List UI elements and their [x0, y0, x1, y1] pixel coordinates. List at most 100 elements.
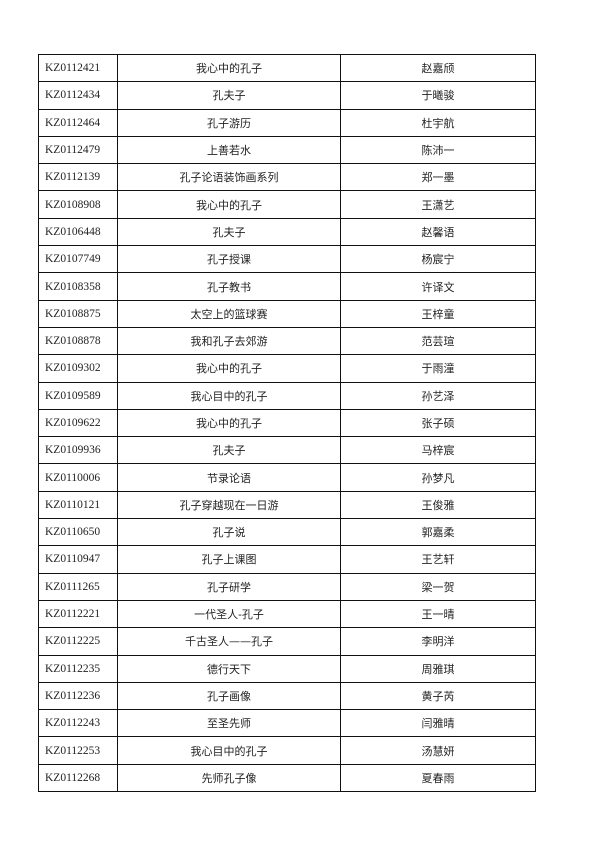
entry-id-cell: KZ0112236 — [38, 681, 118, 711]
entry-id-cell: KZ0110006 — [38, 463, 118, 492]
entry-id-cell: KZ0110947 — [38, 545, 118, 574]
author-name-cell: 孙艺泽 — [340, 381, 536, 410]
entry-id-cell: KZ0112421 — [38, 53, 118, 83]
author-name-cell: 马梓宸 — [340, 436, 536, 465]
table-row: KZ0112235 德行天下 周雅琪 — [38, 654, 536, 683]
artwork-title-cell: 我心中的孔子 — [117, 190, 341, 219]
artwork-title-cell: 孔子画像 — [117, 681, 341, 711]
entry-id-cell: KZ0109622 — [38, 408, 118, 438]
author-name-cell: 王潇艺 — [340, 190, 536, 219]
author-name-cell: 郑一墨 — [340, 163, 536, 192]
entry-id-cell: KZ0112464 — [38, 108, 118, 137]
table-row: KZ0112434 孔夫子 于曦骏 — [38, 81, 536, 110]
entry-id-cell: KZ0112235 — [38, 654, 118, 683]
entry-id-cell: KZ0112225 — [38, 627, 118, 656]
author-name-cell: 梁一贺 — [340, 572, 536, 601]
table-row: KZ0108358 孔子教书 许译文 — [38, 272, 536, 301]
table-row: KZ0109589 我心目中的孔子 孙艺泽 — [38, 381, 536, 410]
artwork-title-cell: 孔子授课 — [117, 245, 341, 274]
artwork-title-cell: 我心目中的孔子 — [117, 381, 341, 410]
artwork-title-cell: 千古圣人——孔子 — [117, 627, 341, 656]
author-name-cell: 郭嘉柔 — [340, 518, 536, 547]
author-name-cell: 王一晴 — [340, 599, 536, 629]
table-row: KZ0110006 节录论语 孙梦凡 — [38, 463, 536, 492]
table-row: KZ0112421 我心中的孔子 赵嘉颀 — [38, 53, 536, 83]
author-name-cell: 陈沛一 — [340, 135, 536, 165]
table-row: KZ0107749 孔子授课 杨宸宁 — [38, 245, 536, 274]
table-row: KZ0112221 一代圣人-孔子 王一晴 — [38, 599, 536, 629]
entry-id-cell: KZ0110121 — [38, 490, 118, 520]
author-name-cell: 孙梦凡 — [340, 463, 536, 492]
author-name-cell: 王俊雅 — [340, 490, 536, 520]
artwork-title-cell: 一代圣人-孔子 — [117, 599, 341, 629]
author-name-cell: 范芸瑄 — [340, 326, 536, 356]
entry-id-cell: KZ0109936 — [38, 436, 118, 465]
table-row: KZ0108875 太空上的篮球赛 王梓童 — [38, 299, 536, 328]
artwork-title-cell: 孔夫子 — [117, 81, 341, 110]
entry-id-cell: KZ0106448 — [38, 217, 118, 247]
author-name-cell: 赵馨语 — [340, 217, 536, 247]
entry-id-cell: KZ0112139 — [38, 163, 118, 192]
author-name-cell: 夏春雨 — [340, 763, 536, 793]
artwork-title-cell: 孔子说 — [117, 518, 341, 547]
author-name-cell: 周雅琪 — [340, 654, 536, 683]
table-row: KZ0110650 孔子说 郭嘉柔 — [38, 518, 536, 547]
table-row: KZ0110121 孔子穿越现在一日游 王俊雅 — [38, 490, 536, 520]
author-name-cell: 杨宸宁 — [340, 245, 536, 274]
artwork-title-cell: 孔子研学 — [117, 572, 341, 601]
author-name-cell: 王艺轩 — [340, 545, 536, 574]
author-name-cell: 汤慧妍 — [340, 736, 536, 765]
artwork-title-cell: 我心中的孔子 — [117, 408, 341, 438]
table-row: KZ0111265 孔子研学 梁一贺 — [38, 572, 536, 601]
table-body: KZ0112421 我心中的孔子 赵嘉颀 KZ0112434 孔夫子 于曦骏 KZ01124… — [38, 53, 536, 793]
table-row: KZ0110947 孔子上课图 王艺轩 — [38, 545, 536, 574]
author-name-cell: 王梓童 — [340, 299, 536, 328]
table-row: KZ0112479 上善若水 陈沛一 — [38, 135, 536, 165]
entry-id-cell: KZ0108908 — [38, 190, 118, 219]
author-name-cell: 赵嘉颀 — [340, 53, 536, 83]
author-name-cell: 杜宇航 — [340, 108, 536, 137]
entry-id-cell: KZ0112479 — [38, 135, 118, 165]
table-row: KZ0112253 我心目中的孔子 汤慧妍 — [38, 736, 536, 765]
author-name-cell: 黄子芮 — [340, 681, 536, 711]
entry-id-cell: KZ0112243 — [38, 709, 118, 738]
table-row: KZ0112236 孔子画像 黄子芮 — [38, 681, 536, 711]
artwork-title-cell: 我心中的孔子 — [117, 53, 341, 83]
entry-id-cell: KZ0107749 — [38, 245, 118, 274]
artwork-title-cell: 我和孔子去郊游 — [117, 326, 341, 356]
author-name-cell: 于曦骏 — [340, 81, 536, 110]
artwork-title-cell: 孔子论语装饰画系列 — [117, 163, 341, 192]
table-row: KZ0108878 我和孔子去郊游 范芸瑄 — [38, 326, 536, 356]
entry-id-cell: KZ0109589 — [38, 381, 118, 410]
entry-id-cell: KZ0111265 — [38, 572, 118, 601]
artwork-title-cell: 孔子教书 — [117, 272, 341, 301]
author-name-cell: 许译文 — [340, 272, 536, 301]
entry-id-cell: KZ0112253 — [38, 736, 118, 765]
table-row: KZ0112268 先师孔子像 夏春雨 — [38, 763, 536, 793]
artwork-title-cell: 先师孔子像 — [117, 763, 341, 793]
artwork-title-cell: 我心中的孔子 — [117, 354, 341, 383]
artwork-title-cell: 上善若水 — [117, 135, 341, 165]
artwork-title-cell: 孔子上课图 — [117, 545, 341, 574]
table-row: KZ0106448 孔夫子 赵馨语 — [38, 217, 536, 247]
artwork-title-cell: 德行天下 — [117, 654, 341, 683]
entry-id-cell: KZ0112268 — [38, 763, 118, 793]
entry-id-cell: KZ0108358 — [38, 272, 118, 301]
table-row: KZ0112225 千古圣人——孔子 李明洋 — [38, 627, 536, 656]
table-row: KZ0112139 孔子论语装饰画系列 郑一墨 — [38, 163, 536, 192]
artwork-title-cell: 太空上的篮球赛 — [117, 299, 341, 328]
table-row: KZ0109622 我心中的孔子 张子硕 — [38, 408, 536, 438]
entry-id-cell: KZ0112434 — [38, 81, 118, 110]
table-row: KZ0109936 孔夫子 马梓宸 — [38, 436, 536, 465]
entry-id-cell: KZ0108875 — [38, 299, 118, 328]
artwork-title-cell: 孔夫子 — [117, 436, 341, 465]
author-name-cell: 闫雅晴 — [340, 709, 536, 738]
author-name-cell: 张子硕 — [340, 408, 536, 438]
table-row: KZ0112243 至圣先师 闫雅晴 — [38, 709, 536, 738]
entry-id-cell: KZ0109302 — [38, 354, 118, 383]
artwork-title-cell: 孔子游历 — [117, 108, 341, 137]
artwork-title-cell: 节录论语 — [117, 463, 341, 492]
author-name-cell: 于雨潼 — [340, 354, 536, 383]
artwork-title-cell: 至圣先师 — [117, 709, 341, 738]
author-name-cell: 李明洋 — [340, 627, 536, 656]
